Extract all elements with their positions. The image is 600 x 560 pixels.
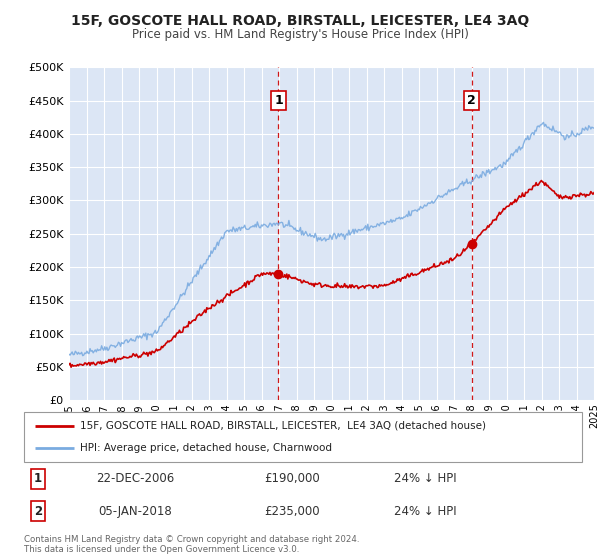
Text: HPI: Average price, detached house, Charnwood: HPI: Average price, detached house, Char… xyxy=(80,443,332,453)
FancyBboxPatch shape xyxy=(24,412,582,462)
Text: 2: 2 xyxy=(467,94,476,107)
Text: £235,000: £235,000 xyxy=(264,505,320,517)
Text: £190,000: £190,000 xyxy=(264,473,320,486)
Text: 24% ↓ HPI: 24% ↓ HPI xyxy=(394,473,457,486)
Text: Price paid vs. HM Land Registry's House Price Index (HPI): Price paid vs. HM Land Registry's House … xyxy=(131,28,469,41)
Text: Contains HM Land Registry data © Crown copyright and database right 2024.
This d: Contains HM Land Registry data © Crown c… xyxy=(24,535,359,554)
Text: 24% ↓ HPI: 24% ↓ HPI xyxy=(394,505,457,517)
Text: 2: 2 xyxy=(34,505,42,517)
Text: 15F, GOSCOTE HALL ROAD, BIRSTALL, LEICESTER, LE4 3AQ: 15F, GOSCOTE HALL ROAD, BIRSTALL, LEICES… xyxy=(71,14,529,28)
Text: 1: 1 xyxy=(34,473,42,486)
Text: 22-DEC-2006: 22-DEC-2006 xyxy=(97,473,175,486)
Text: 05-JAN-2018: 05-JAN-2018 xyxy=(99,505,172,517)
Text: 15F, GOSCOTE HALL ROAD, BIRSTALL, LEICESTER,  LE4 3AQ (detached house): 15F, GOSCOTE HALL ROAD, BIRSTALL, LEICES… xyxy=(80,421,486,431)
Text: 1: 1 xyxy=(274,94,283,107)
